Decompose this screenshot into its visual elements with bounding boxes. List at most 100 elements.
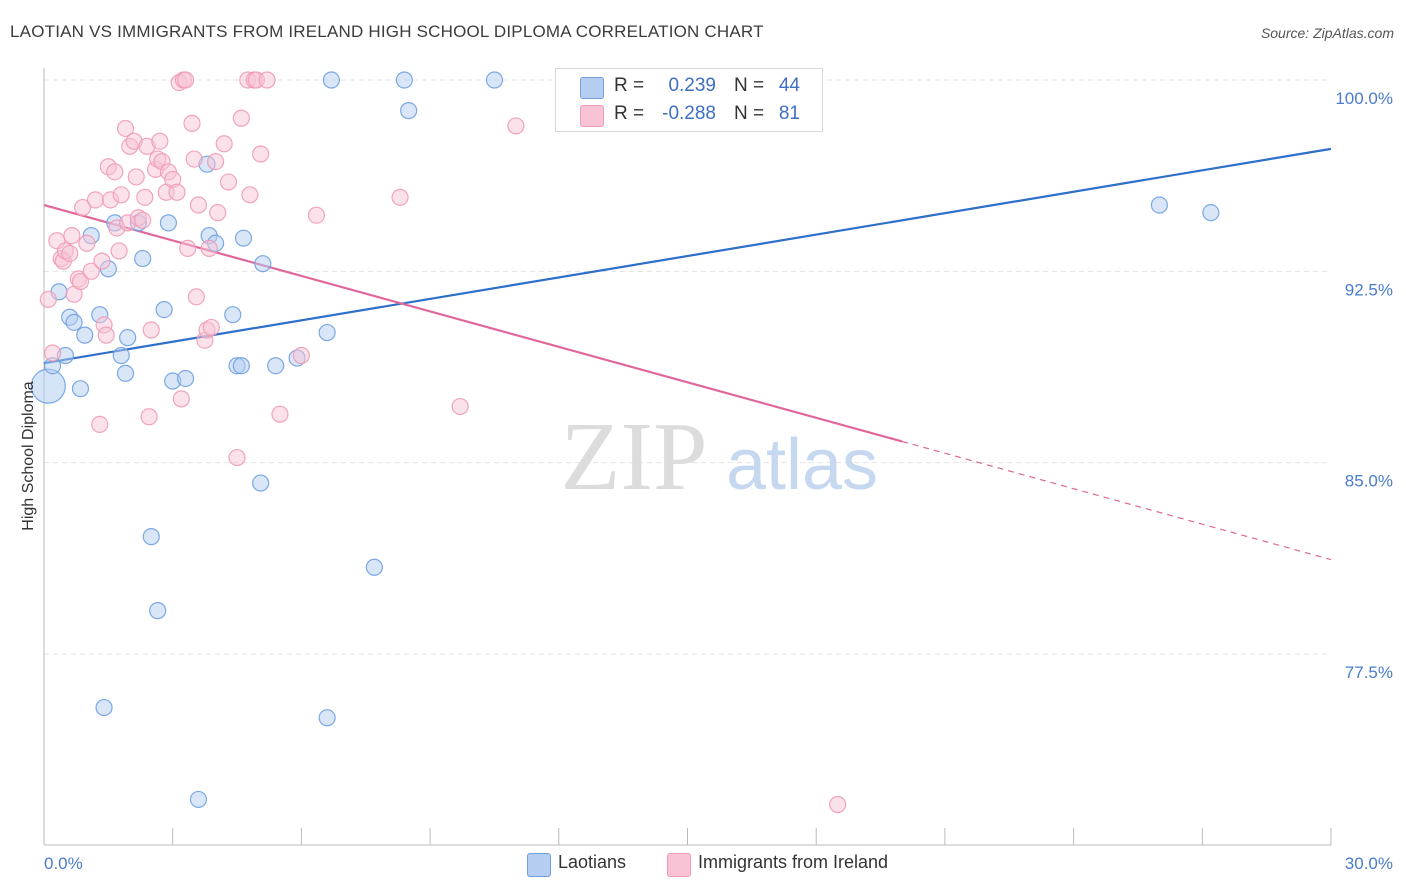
point-ireland	[189, 196, 208, 214]
legend-n-label: N =	[734, 103, 765, 124]
point-laotians	[485, 71, 504, 89]
point-laotians	[71, 380, 90, 398]
legend-swatch-laotians	[580, 77, 604, 99]
point-laotians	[142, 528, 160, 546]
point-ireland	[228, 448, 246, 467]
point-ireland	[172, 390, 190, 408]
legend-row-laotians: R = 0.239 N = 44	[556, 73, 822, 101]
point-ireland	[82, 262, 100, 280]
point-ireland	[209, 204, 227, 222]
point-ireland	[207, 153, 225, 171]
point-ireland	[232, 109, 250, 127]
point-laotians	[252, 474, 270, 492]
point-laotians	[119, 329, 137, 347]
point-laotians	[155, 301, 173, 319]
point-laotians	[76, 326, 94, 344]
point-ireland	[391, 188, 409, 206]
watermark-atlas: atlas	[726, 425, 878, 505]
point-laotians	[254, 255, 272, 273]
point-ireland	[451, 397, 469, 416]
point-ireland	[307, 206, 326, 224]
correlation-legend: R = 0.239 N = 44 R = -0.288 N = 81	[555, 68, 823, 132]
point-ireland	[176, 71, 195, 89]
point-ireland	[86, 191, 105, 209]
point-ireland	[219, 173, 238, 191]
point-laotians	[1150, 196, 1169, 214]
tick-labels: 100.0% 92.5% 85.0% 77.5% 0.0% 30.0%	[44, 89, 1393, 873]
point-laotians	[395, 71, 413, 89]
point-laotians	[365, 558, 383, 576]
point-ireland	[241, 186, 259, 204]
point-ireland	[61, 244, 79, 263]
watermark: ZIP atlas	[561, 403, 879, 511]
point-laotians	[134, 249, 152, 268]
data-points	[30, 71, 1220, 814]
point-ireland	[97, 326, 115, 344]
point-ireland	[183, 114, 201, 132]
point-laotians	[232, 357, 250, 375]
point-laotians	[1202, 204, 1220, 222]
y-tick-label: 100.0%	[1335, 89, 1393, 108]
point-ireland	[829, 795, 847, 814]
point-laotians	[318, 709, 336, 727]
legend-row-ireland: R = -0.288 N = 81	[556, 101, 822, 129]
point-ireland	[43, 344, 62, 362]
legend-swatch-laotians-bottom	[527, 853, 551, 877]
point-laotians	[95, 698, 113, 717]
point-laotians	[189, 790, 208, 809]
legend-r-label: R =	[614, 103, 645, 124]
legend-n-label: N =	[734, 75, 765, 96]
point-ireland	[127, 168, 145, 186]
point-ireland	[185, 150, 203, 168]
point-laotians	[322, 71, 341, 89]
axes	[43, 68, 1332, 846]
legend-r-value: 0.239	[668, 75, 716, 96]
point-laotians	[318, 323, 336, 342]
point-ireland	[106, 163, 124, 181]
point-ireland	[140, 408, 158, 426]
watermark-zip: ZIP	[561, 403, 708, 511]
point-ireland	[112, 186, 130, 204]
legend-r-value: -0.288	[662, 103, 716, 124]
point-laotians	[65, 313, 83, 331]
point-ireland	[136, 188, 154, 206]
point-laotians	[234, 229, 253, 247]
point-ireland	[151, 132, 169, 150]
point-ireland	[200, 239, 218, 257]
trend-line-ireland-dashed	[901, 440, 1332, 561]
point-ireland	[202, 318, 220, 337]
point-ireland	[39, 290, 57, 308]
point-ireland	[187, 288, 205, 306]
point-laotians	[159, 214, 178, 232]
x-tick-label-min: 0.0%	[44, 854, 83, 873]
point-ireland	[116, 119, 135, 138]
point-ireland	[271, 405, 289, 423]
trend-line-laotians	[43, 147, 1332, 365]
legend-label-laotians: Laotians	[558, 852, 627, 872]
y-tick-label: 92.5%	[1345, 280, 1393, 299]
point-ireland	[168, 183, 186, 201]
legend-r-label: R =	[614, 75, 645, 96]
point-ireland	[78, 234, 96, 252]
point-ireland	[258, 71, 276, 89]
y-axis-label: High School Diploma	[20, 381, 37, 531]
point-laotians	[176, 369, 195, 388]
point-laotians	[224, 306, 242, 324]
point-laotians	[400, 102, 418, 120]
point-ireland	[91, 415, 109, 433]
point-ireland	[292, 346, 310, 365]
y-tick-label: 85.0%	[1345, 472, 1393, 491]
point-ireland	[142, 321, 160, 339]
point-ireland	[71, 272, 90, 291]
point-ireland	[215, 135, 233, 153]
point-laotians	[149, 602, 167, 620]
legend-swatch-ireland	[580, 105, 604, 127]
source-label: Source: ZipAtlas.com	[1260, 25, 1394, 41]
point-ireland	[110, 242, 128, 260]
chart-title: LAOTIAN VS IMMIGRANTS FROM IRELAND HIGH …	[10, 22, 764, 41]
point-ireland	[507, 117, 525, 135]
point-ireland	[179, 239, 197, 257]
point-ireland	[252, 145, 270, 163]
point-laotians	[112, 346, 130, 365]
